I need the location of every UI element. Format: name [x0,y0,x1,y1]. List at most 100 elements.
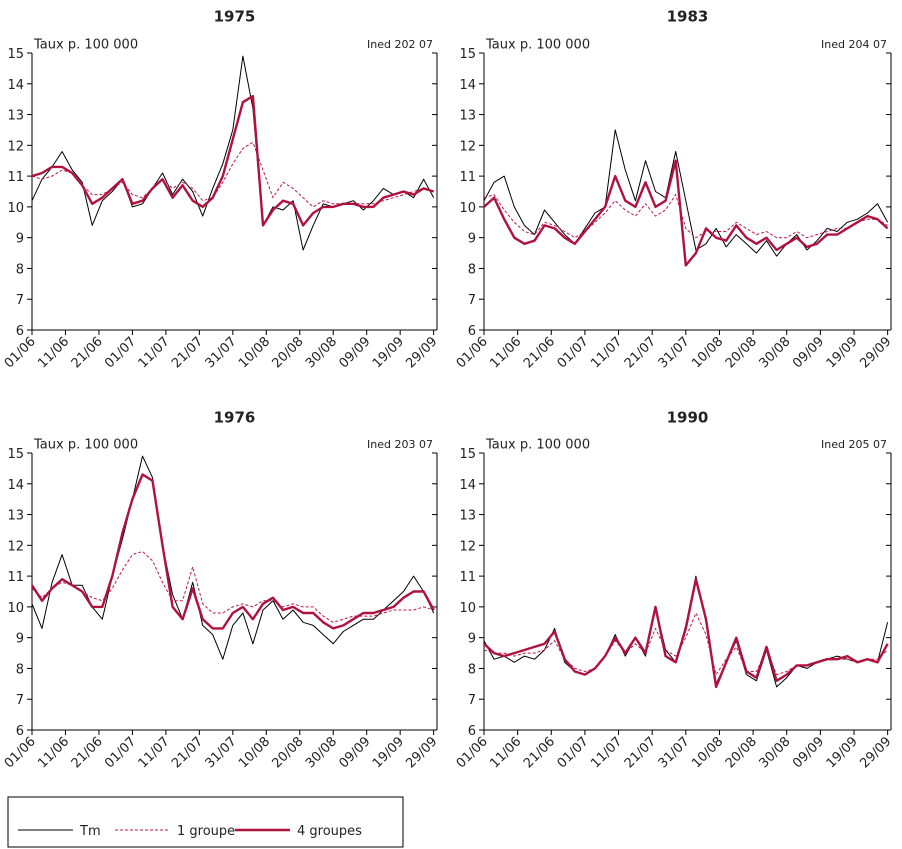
x-tick-label: 21/07 [622,734,659,771]
x-tick-label: 11/06 [35,734,72,771]
y-tick-label: 14 [459,78,476,93]
x-tick-label: 30/08 [756,334,793,371]
y-tick-label: 7 [468,293,476,308]
x-tick-label: 10/08 [236,334,273,371]
legend-label: 1 groupe [177,824,235,839]
y-tick-label: 10 [7,601,24,616]
x-tick-label: 31/07 [656,334,693,371]
y-tick-label: 13 [459,109,476,124]
y-tick-label: 9 [468,632,476,647]
y-tick-label: 6 [468,724,476,739]
x-tick-label: 21/06 [69,734,106,771]
y-tick-label: 7 [468,693,476,708]
x-tick-label: 31/07 [203,334,240,371]
series-line [483,194,888,239]
x-tick-label: 11/06 [35,334,72,371]
y-tick-label: 12 [459,539,476,554]
x-tick-label: 01/07 [102,734,139,771]
x-tick-label: 09/09 [336,334,373,371]
chart-title: 1975 [214,8,256,26]
x-tick-label: 11/06 [487,734,524,771]
y-tick-label: 10 [459,601,476,616]
x-tick-label: 29/09 [857,734,894,771]
x-tick-label: 21/07 [169,734,206,771]
y-tick-label: 9 [16,632,24,647]
x-tick-label: 10/08 [689,334,726,371]
y-axis-label: Taux p. 100 000 [33,438,138,453]
x-tick-label: 10/08 [689,734,726,771]
x-tick-label: 19/09 [824,334,861,371]
y-tick-label: 12 [7,139,24,154]
y-axis-label: Taux p. 100 000 [33,38,138,53]
annotation: Ined 205 07 [821,438,887,451]
legend-label: Tm [79,824,101,839]
series-line [483,159,889,267]
y-tick-label: 9 [16,232,24,247]
series-line [31,455,435,660]
x-tick-label: 19/09 [824,734,861,771]
y-axis-label: Taux p. 100 000 [485,38,590,53]
series-line [31,94,435,227]
legend-box [7,796,404,848]
x-tick-label: 01/06 [454,734,491,771]
x-tick-label: 20/08 [269,334,306,371]
x-tick-label: 11/07 [588,734,625,771]
y-tick-label: 12 [459,139,476,154]
x-tick-label: 31/07 [203,734,240,771]
x-tick-label: 20/08 [723,334,760,371]
x-tick-label: 10/08 [236,734,273,771]
x-tick-label: 01/06 [2,734,39,771]
x-tick-label: 30/08 [303,734,340,771]
x-tick-label: 30/08 [303,334,340,371]
x-tick-label: 21/07 [622,334,659,371]
x-tick-label: 31/07 [656,734,693,771]
x-tick-label: 21/07 [169,334,206,371]
y-tick-label: 11 [459,570,476,585]
x-tick-label: 01/06 [454,334,491,371]
y-tick-label: 15 [459,447,476,462]
series-line [483,129,889,257]
y-tick-label: 10 [7,201,24,216]
x-tick-label: 29/09 [857,334,894,371]
y-tick-label: 10 [459,201,476,216]
y-tick-label: 11 [459,170,476,185]
x-tick-label: 11/07 [136,334,173,371]
x-tick-label: 29/09 [403,734,440,771]
x-tick-label: 21/06 [69,334,106,371]
y-tick-label: 15 [7,447,24,462]
x-tick-label: 09/09 [790,334,827,371]
x-tick-label: 21/06 [521,734,558,771]
x-tick-label: 09/09 [790,734,827,771]
annotation: Ined 204 07 [821,38,887,51]
y-tick-label: 13 [7,109,24,124]
x-tick-label: 29/09 [403,334,440,371]
chart-title: 1990 [667,409,709,427]
chart-title: 1983 [667,8,709,26]
x-tick-label: 20/08 [723,734,760,771]
x-tick-label: 01/06 [2,334,39,371]
x-tick-label: 09/09 [336,734,373,771]
y-tick-label: 13 [459,509,476,524]
y-tick-label: 6 [468,324,476,339]
y-axis-label: Taux p. 100 000 [485,438,590,453]
series-line [31,55,435,251]
y-tick-label: 11 [7,570,24,585]
y-tick-label: 8 [468,662,476,677]
x-tick-label: 01/07 [555,334,592,371]
x-tick-label: 19/09 [370,334,407,371]
chart-title: 1976 [214,409,256,427]
x-tick-label: 19/09 [370,734,407,771]
series-line [30,473,435,630]
y-tick-label: 8 [16,662,24,677]
annotation: Ined 203 07 [367,438,433,451]
y-tick-label: 14 [7,478,24,493]
x-tick-label: 01/07 [555,734,592,771]
y-tick-label: 9 [468,232,476,247]
x-tick-label: 30/08 [756,734,793,771]
y-tick-label: 15 [459,47,476,62]
x-tick-label: 11/07 [136,734,173,771]
legend-label: 4 groupes [297,824,362,839]
series-line [31,551,434,623]
y-tick-label: 11 [7,170,24,185]
